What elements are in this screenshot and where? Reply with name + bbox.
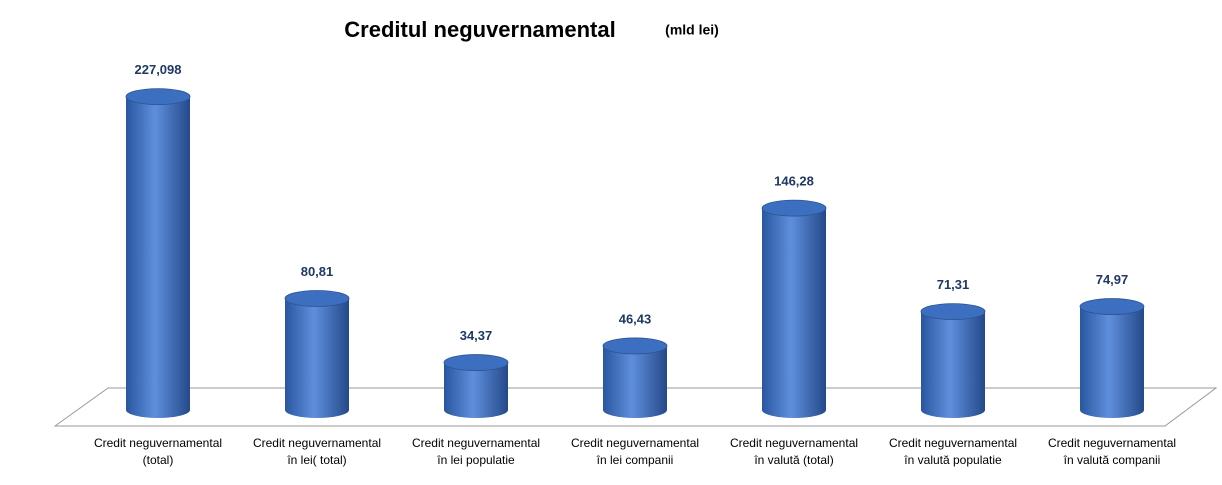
cylinder-body xyxy=(921,311,985,418)
chart-title: Creditul neguvernamental xyxy=(344,17,615,42)
value-label: 80,81 xyxy=(301,264,334,279)
cylinder-top xyxy=(1079,298,1145,315)
x-tick-label: Credit neguvernamental în lei populatie xyxy=(412,436,540,467)
cylinder-top xyxy=(125,88,191,106)
cylinder-top xyxy=(920,303,986,320)
value-label: 227,098 xyxy=(135,62,182,77)
cylinder-top xyxy=(284,290,350,307)
value-label: 46,43 xyxy=(619,311,652,326)
cylinder-body xyxy=(444,362,508,418)
x-tick-label: Credit neguvernamental în valută (total) xyxy=(730,436,858,467)
x-tick-label: Credit neguvernamental în valută populati… xyxy=(889,436,1017,467)
value-label: 146,28 xyxy=(774,174,814,189)
x-tick-label: Credit neguvernamental (total) xyxy=(94,436,222,467)
cylinder-body xyxy=(762,208,826,418)
cylinder-body xyxy=(603,345,667,418)
chart-subtitle: (mld lei) xyxy=(665,22,719,38)
cylinder-top xyxy=(602,337,668,355)
cylinder-body xyxy=(1080,306,1144,418)
cylinder-top xyxy=(761,199,827,217)
value-label: 74,97 xyxy=(1096,272,1129,287)
value-label: 71,31 xyxy=(937,277,970,292)
x-tick-label: Credit neguvernamental în lei companii xyxy=(571,436,699,467)
cylinder-body xyxy=(126,96,190,418)
value-label: 34,37 xyxy=(460,328,493,343)
x-tick-label: Credit neguvernamental în valută companii xyxy=(1048,436,1176,467)
x-tick-label: Credit neguvernamental în lei( total) xyxy=(253,436,381,467)
cylinder-top xyxy=(443,354,509,371)
cylinder-body xyxy=(285,298,349,418)
